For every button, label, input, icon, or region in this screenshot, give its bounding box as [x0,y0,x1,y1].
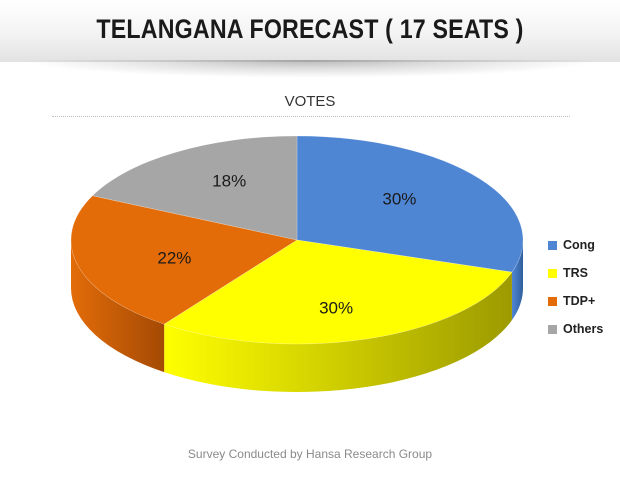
legend-swatch-others [548,324,557,334]
pie-side-tdp [71,240,165,373]
pie-label-cong: 30% [382,189,416,208]
pie-sides [71,240,523,392]
pie-slice-others [91,135,298,241]
pie-side-cong [511,240,523,321]
divider [52,116,570,117]
pie-label-trs: 30% [319,298,353,317]
legend-item-tdp: TDP+ [548,292,603,310]
pie-tops [70,135,524,345]
pie-slice-trs [163,239,513,345]
legend-item-cong: Cong [548,236,603,254]
pie-label-tdp: 22% [157,249,191,268]
source-note: Survey Conducted by Hansa Research Group [187,447,433,461]
pie-labels: 30% 30% 22% 18% [157,171,416,317]
legend-item-others: Others [548,320,603,338]
legend-swatch-trs [548,268,557,278]
legend-swatch-cong [548,240,557,250]
chart-title: VOTES [284,93,336,110]
banner-shadow [20,60,600,78]
legend-item-trs: TRS [548,264,603,282]
page-title: TELANGANA FORECAST ( 17 SEATS ) [96,14,524,44]
legend-swatch-tdp [548,296,557,306]
pie-side-trs [164,272,512,392]
legend-label-cong: Cong [563,238,595,252]
legend-label-tdp: TDP+ [563,294,596,308]
pie-slice-tdp [70,195,298,325]
title-banner [0,0,620,62]
legend-label-others: Others [563,322,604,336]
pie-slice-cong [296,135,524,273]
legend: Cong TRS TDP+ Others [548,236,603,348]
legend-label-trs: TRS [563,266,588,280]
pie-label-others: 18% [212,171,246,190]
